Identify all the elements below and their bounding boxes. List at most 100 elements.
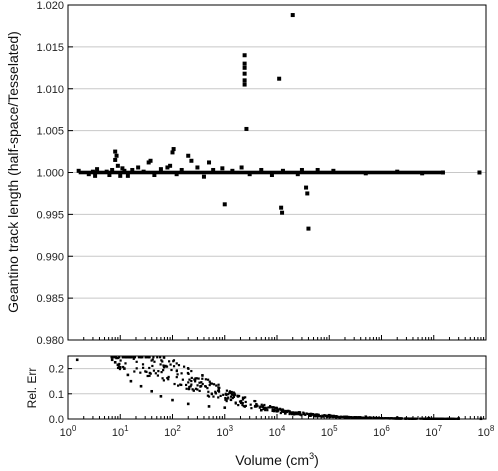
lower-point (128, 356, 131, 359)
upper-point (93, 173, 98, 178)
lower-point (160, 359, 163, 362)
lower-point (137, 356, 141, 359)
lower-point (116, 363, 120, 367)
x-tick-label: 106 (373, 424, 390, 439)
lower-point (279, 411, 282, 415)
lower-point (156, 356, 159, 359)
upper-point (395, 169, 400, 174)
lower-point (150, 359, 153, 362)
upper-y-tick-label: 1.015 (36, 42, 64, 54)
lower-y-tick-label: 0.0 (49, 414, 64, 426)
lower-scatter-points (75, 356, 483, 421)
lower-point (266, 409, 269, 412)
upper-point (299, 167, 304, 172)
lower-point (188, 385, 191, 389)
lower-point (272, 406, 275, 409)
lower-point (298, 411, 302, 414)
upper-point (242, 53, 247, 58)
lower-point (125, 356, 129, 359)
lower-point (144, 356, 147, 359)
lower-point (186, 367, 190, 370)
lower-point (173, 382, 176, 386)
upper-point (158, 167, 163, 172)
upper-y-tick-label: 0.985 (36, 293, 64, 305)
lower-point (296, 412, 299, 415)
upper-point (242, 82, 247, 87)
x-tick-label: 104 (269, 424, 286, 439)
lower-point (186, 371, 190, 375)
lower-point (175, 369, 178, 372)
lower-point (324, 414, 328, 417)
lower-point (229, 391, 232, 395)
lower-point (286, 409, 289, 413)
lower-point (282, 410, 285, 413)
lower-point (152, 356, 155, 359)
lower-point (302, 413, 305, 416)
upper-point (222, 202, 227, 207)
lower-point (272, 410, 276, 413)
lower-point (255, 403, 258, 406)
lower-point (274, 406, 277, 409)
lower-point (153, 360, 156, 363)
lower-point (225, 399, 228, 403)
upper-point (277, 76, 282, 81)
lower-point (288, 412, 291, 416)
x-axis-title-suffix: ) (314, 452, 319, 468)
upper-point (171, 147, 176, 152)
lower-point (254, 404, 258, 407)
upper-point (114, 153, 119, 158)
upper-point (186, 153, 191, 158)
lower-point (282, 409, 285, 412)
upper-point (130, 167, 135, 172)
upper-y-tick-label: 0.995 (36, 209, 64, 221)
lower-point (194, 387, 198, 390)
lower-point (209, 382, 212, 385)
lower-point (142, 366, 145, 369)
lower-y-ticks: 0.0 0.1 0.2 (49, 364, 72, 426)
lower-point (197, 377, 200, 380)
lower-point (162, 364, 165, 367)
lower-point (148, 356, 151, 359)
lower-point (348, 416, 351, 419)
lower-point (187, 381, 190, 384)
upper-point (331, 168, 336, 173)
lower-point (269, 405, 272, 408)
upper-scatter-points (76, 13, 482, 231)
lower-point (207, 378, 210, 381)
lower-point (190, 369, 193, 373)
lower-point (186, 402, 190, 406)
lower-point (217, 383, 220, 386)
lower-point (201, 374, 204, 377)
upper-point (113, 149, 118, 154)
lower-point (259, 408, 263, 412)
lower-point (223, 406, 227, 409)
upper-point (242, 65, 247, 70)
lower-point (194, 380, 197, 383)
lower-point (225, 389, 228, 392)
lower-point (167, 375, 170, 379)
lower-point (160, 371, 163, 374)
lower-point (189, 385, 192, 388)
lower-point (148, 366, 151, 370)
upper-point (174, 172, 179, 177)
upper-point (189, 158, 194, 163)
upper-point (295, 172, 300, 177)
upper-point (420, 171, 425, 176)
lower-point (196, 384, 199, 387)
upper-point (242, 61, 247, 66)
upper-point (242, 78, 247, 83)
lower-point (190, 376, 193, 379)
upper-point (90, 169, 95, 174)
lower-point (230, 398, 233, 402)
upper-point (165, 165, 170, 170)
lower-point (268, 406, 271, 409)
lower-point (181, 378, 184, 381)
lower-point (289, 411, 292, 414)
lower-point (291, 411, 295, 414)
lower-point (262, 404, 265, 408)
lower-point (218, 386, 221, 389)
lower-point (207, 395, 211, 398)
lower-point (151, 364, 154, 368)
lower-point (129, 379, 133, 383)
lower-point (206, 387, 209, 390)
